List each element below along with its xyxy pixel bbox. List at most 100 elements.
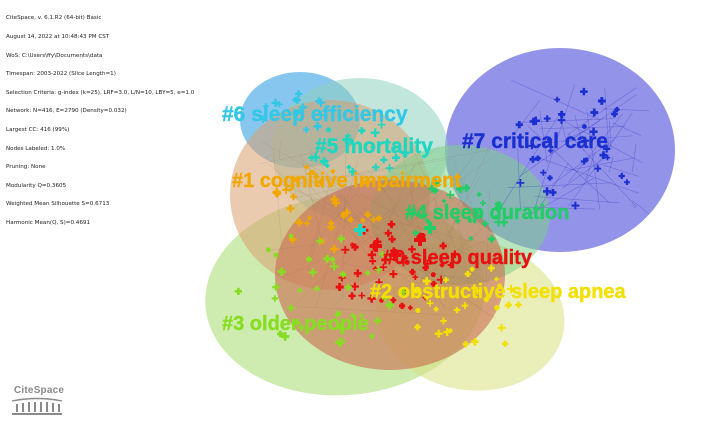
network-node bbox=[303, 164, 310, 170]
network-node bbox=[407, 305, 413, 311]
network-node bbox=[305, 256, 312, 263]
info-line: Selection Criteria: g-index (k=25), LRF=… bbox=[6, 89, 195, 96]
network-node bbox=[494, 304, 500, 311]
network-node bbox=[398, 302, 406, 309]
network-node bbox=[388, 235, 396, 243]
network-node bbox=[381, 295, 388, 302]
network-node bbox=[370, 144, 376, 150]
network-edge bbox=[562, 154, 610, 189]
network-node bbox=[431, 178, 440, 188]
network-edge bbox=[550, 135, 633, 143]
network-edge bbox=[333, 160, 471, 306]
network-node bbox=[604, 155, 611, 161]
network-edge bbox=[442, 144, 491, 249]
network-node bbox=[375, 278, 383, 286]
network-edge bbox=[608, 155, 614, 173]
network-edge bbox=[632, 204, 636, 209]
network-node bbox=[384, 229, 392, 237]
network-edge bbox=[562, 128, 589, 142]
network-edge bbox=[272, 147, 283, 254]
network-edge bbox=[412, 267, 480, 285]
network-edge bbox=[320, 179, 409, 254]
network-node bbox=[499, 218, 509, 227]
network-node bbox=[315, 237, 324, 245]
network-node bbox=[548, 148, 553, 154]
network-edge bbox=[429, 272, 490, 282]
network-edge bbox=[410, 142, 456, 247]
network-node bbox=[335, 282, 344, 291]
network-node bbox=[430, 280, 437, 288]
network-node bbox=[528, 142, 536, 150]
network-node bbox=[453, 306, 461, 314]
network-edge bbox=[315, 156, 360, 307]
network-node bbox=[372, 163, 380, 172]
network-node bbox=[516, 178, 525, 187]
cluster-label: #3 older people bbox=[222, 313, 369, 335]
network-edge bbox=[296, 306, 454, 316]
network-node bbox=[313, 285, 320, 292]
network-node bbox=[358, 292, 366, 299]
network-node bbox=[425, 218, 431, 224]
network-node bbox=[317, 179, 324, 186]
network-edge bbox=[537, 162, 569, 211]
cluster-label: #5 mortality bbox=[315, 135, 433, 158]
network-node bbox=[324, 163, 330, 168]
network-node bbox=[412, 274, 419, 280]
network-node bbox=[546, 136, 553, 143]
network-node bbox=[364, 211, 372, 219]
network-node bbox=[624, 179, 630, 185]
network-edge bbox=[305, 163, 406, 311]
network-node bbox=[380, 156, 388, 164]
info-line: Timespan: 2003-2022 (Slice Length=1) bbox=[6, 71, 116, 78]
network-node bbox=[273, 252, 279, 258]
network-node bbox=[571, 201, 580, 210]
network-edge bbox=[308, 222, 319, 262]
network-node bbox=[473, 287, 481, 295]
network-node bbox=[554, 96, 561, 103]
network-node bbox=[426, 299, 434, 307]
network-node bbox=[344, 283, 352, 291]
network-node bbox=[308, 154, 315, 161]
network-edge bbox=[609, 120, 612, 149]
network-edge bbox=[517, 148, 521, 209]
network-edge bbox=[260, 143, 356, 164]
network-node bbox=[335, 338, 344, 347]
network-edge bbox=[528, 178, 594, 216]
network-node bbox=[303, 126, 310, 133]
network-node bbox=[412, 229, 419, 236]
network-node bbox=[297, 288, 303, 293]
network-node bbox=[379, 251, 386, 258]
network-node bbox=[351, 243, 359, 251]
network-node bbox=[298, 103, 307, 112]
network-edge bbox=[339, 162, 441, 269]
network-node bbox=[367, 294, 376, 303]
network-node bbox=[450, 250, 459, 259]
network-node bbox=[276, 101, 283, 108]
network-node bbox=[379, 298, 384, 303]
network-hub-node bbox=[389, 249, 401, 261]
network-node bbox=[441, 198, 447, 204]
cluster-label: #2 obstructive sleep apnea bbox=[370, 281, 627, 303]
network-node bbox=[464, 270, 471, 278]
network-node bbox=[487, 264, 495, 272]
network-node bbox=[280, 332, 290, 341]
network-node bbox=[456, 184, 465, 193]
network-node bbox=[289, 193, 297, 201]
network-node bbox=[316, 98, 326, 108]
network-node bbox=[313, 122, 322, 131]
network-node bbox=[316, 110, 326, 120]
network-edge bbox=[301, 177, 427, 302]
network-node bbox=[540, 169, 547, 176]
network-node bbox=[271, 98, 280, 108]
network-edge bbox=[611, 122, 642, 136]
network-edge bbox=[604, 87, 610, 151]
network-node bbox=[341, 245, 350, 254]
network-node bbox=[340, 213, 347, 220]
network-node bbox=[307, 215, 312, 220]
network-node bbox=[360, 217, 366, 223]
network-node bbox=[529, 117, 538, 126]
network-edge bbox=[424, 188, 470, 219]
network-node bbox=[547, 175, 553, 181]
network-edge bbox=[452, 158, 481, 231]
